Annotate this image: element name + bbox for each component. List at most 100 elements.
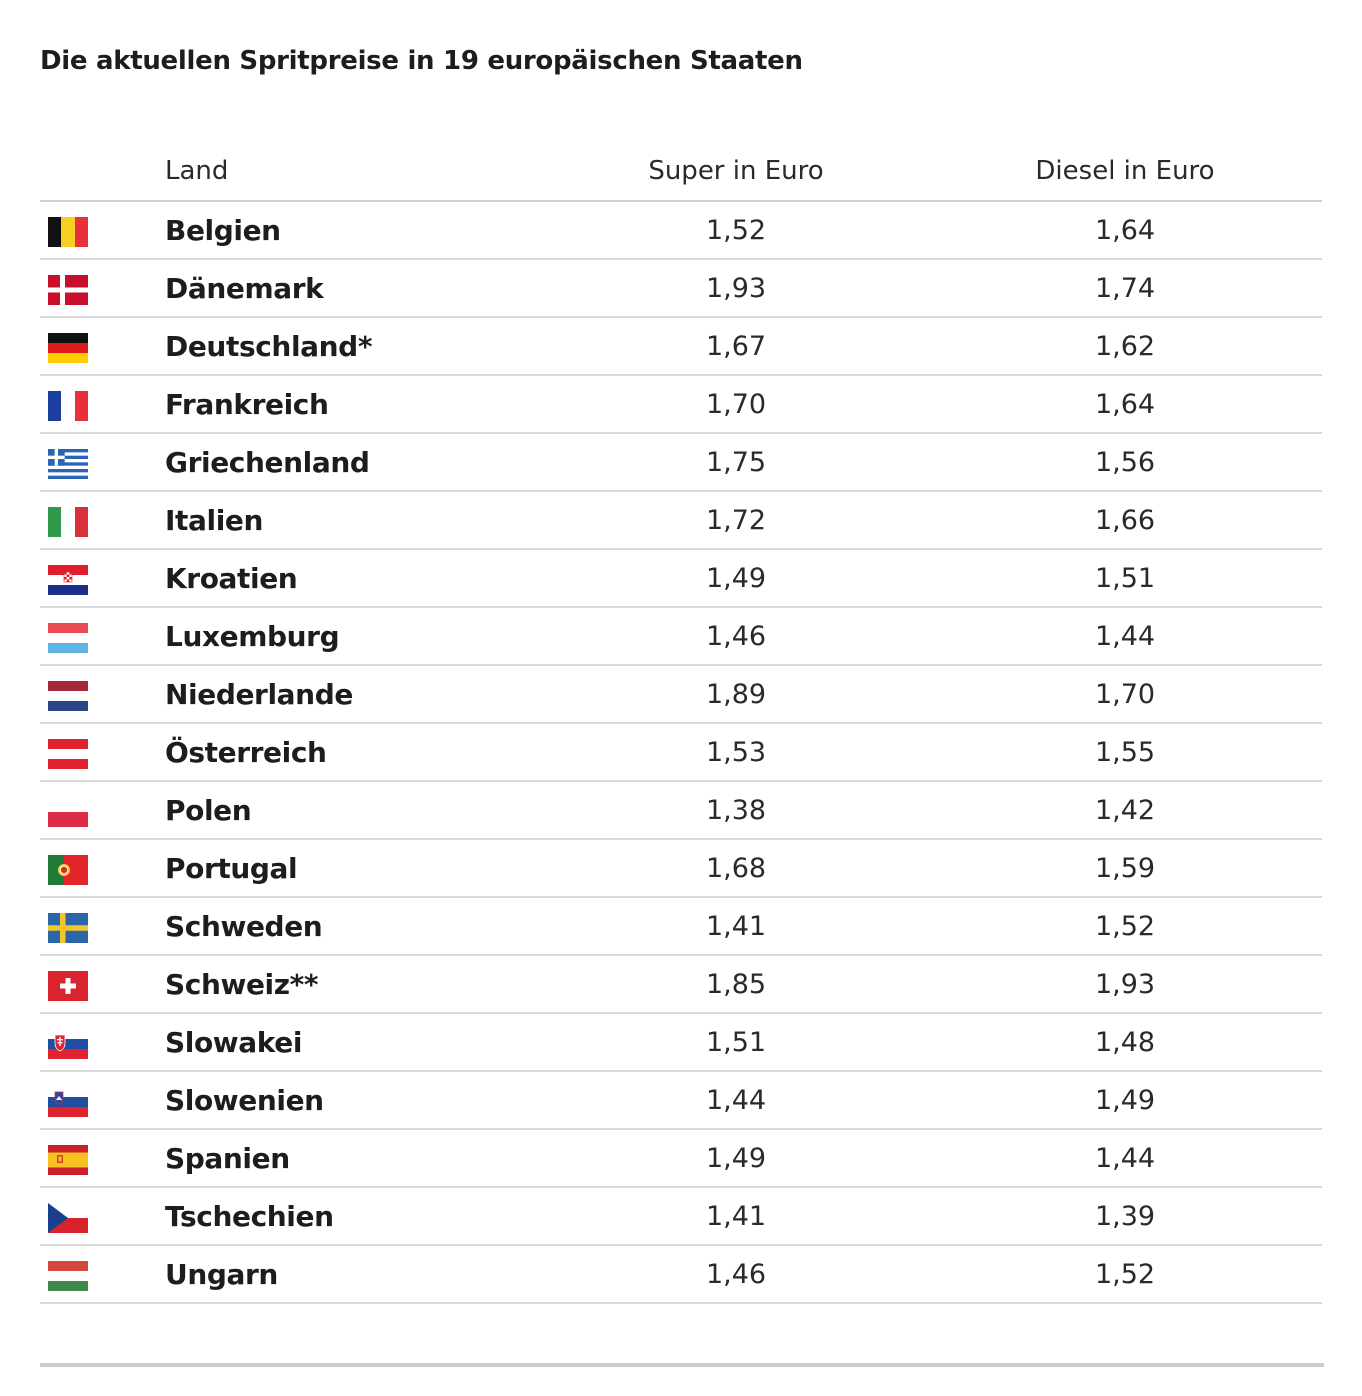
diesel-price: 1,64 xyxy=(1094,389,1156,420)
croatia-flag-icon xyxy=(48,565,88,595)
table-row: Slowenien 1,44 1,49 xyxy=(40,1072,1322,1130)
super-price: 1,44 xyxy=(705,1085,767,1116)
super-price: 1,68 xyxy=(705,853,767,884)
super-price: 1,38 xyxy=(705,795,767,826)
super-price: 1,41 xyxy=(705,1201,767,1232)
table-row: Portugal 1,68 1,59 xyxy=(40,840,1322,898)
table-row: Ungarn 1,46 1,52 xyxy=(40,1246,1322,1304)
country-name: Slowakei xyxy=(165,1026,303,1059)
country-name: Ungarn xyxy=(165,1258,278,1291)
super-price: 1,41 xyxy=(705,911,767,942)
column-header-diesel: Diesel in Euro xyxy=(1035,156,1215,186)
country-name: Kroatien xyxy=(165,562,298,595)
diesel-price: 1,56 xyxy=(1094,447,1156,478)
table-row: Schweiz** 1,85 1,93 xyxy=(40,956,1322,1014)
table-header: Land Super in Euro Diesel in Euro xyxy=(40,142,1322,202)
diesel-price: 1,62 xyxy=(1094,331,1156,362)
poland-flag-icon xyxy=(48,797,88,827)
country-name: Italien xyxy=(165,504,264,537)
portugal-flag-icon xyxy=(48,855,88,885)
diesel-price: 1,44 xyxy=(1094,621,1156,652)
table-row: Frankreich 1,70 1,64 xyxy=(40,376,1322,434)
hungary-flag-icon xyxy=(48,1261,88,1291)
diesel-price: 1,64 xyxy=(1094,215,1156,246)
luxembourg-flag-icon xyxy=(48,623,88,653)
table-row: Tschechien 1,41 1,39 xyxy=(40,1188,1322,1246)
super-price: 1,49 xyxy=(705,1143,767,1174)
slovenia-flag-icon xyxy=(48,1087,88,1117)
table-row: Schweden 1,41 1,52 xyxy=(40,898,1322,956)
country-name: Portugal xyxy=(165,852,298,885)
diesel-price: 1,44 xyxy=(1094,1143,1156,1174)
country-name: Griechenland xyxy=(165,446,370,479)
super-price: 1,70 xyxy=(705,389,767,420)
table-row: Kroatien 1,49 1,51 xyxy=(40,550,1322,608)
greece-flag-icon xyxy=(48,449,88,479)
table-row: Dänemark 1,93 1,74 xyxy=(40,260,1322,318)
super-price: 1,46 xyxy=(705,621,767,652)
column-header-land: Land xyxy=(165,156,229,186)
diesel-price: 1,52 xyxy=(1094,1259,1156,1290)
diesel-price: 1,39 xyxy=(1094,1201,1156,1232)
super-price: 1,49 xyxy=(705,563,767,594)
table-row: Luxemburg 1,46 1,44 xyxy=(40,608,1322,666)
germany-flag-icon xyxy=(48,333,88,363)
table-row: Deutschland* 1,67 1,62 xyxy=(40,318,1322,376)
super-price: 1,75 xyxy=(705,447,767,478)
belgium-flag-icon xyxy=(48,217,88,247)
table-row: Polen 1,38 1,42 xyxy=(40,782,1322,840)
page-title: Die aktuellen Spritpreise in 19 europäis… xyxy=(40,46,803,76)
diesel-price: 1,74 xyxy=(1094,273,1156,304)
table-row: Spanien 1,49 1,44 xyxy=(40,1130,1322,1188)
super-price: 1,67 xyxy=(705,331,767,362)
table-row: Slowakei 1,51 1,48 xyxy=(40,1014,1322,1072)
netherlands-flag-icon xyxy=(48,681,88,711)
super-price: 1,93 xyxy=(705,273,767,304)
super-price: 1,53 xyxy=(705,737,767,768)
table-row: Niederlande 1,89 1,70 xyxy=(40,666,1322,724)
table-row: Österreich 1,53 1,55 xyxy=(40,724,1322,782)
super-price: 1,46 xyxy=(705,1259,767,1290)
czechia-flag-icon xyxy=(48,1203,88,1233)
country-name: Österreich xyxy=(165,736,327,769)
diesel-price: 1,52 xyxy=(1094,911,1156,942)
super-price: 1,89 xyxy=(705,679,767,710)
country-name: Polen xyxy=(165,794,252,827)
table-row: Belgien 1,52 1,64 xyxy=(40,202,1322,260)
table-row: Griechenland 1,75 1,56 xyxy=(40,434,1322,492)
diesel-price: 1,66 xyxy=(1094,505,1156,536)
italy-flag-icon xyxy=(48,507,88,537)
slovakia-flag-icon xyxy=(48,1029,88,1059)
country-name: Deutschland* xyxy=(165,330,373,363)
country-name: Slowenien xyxy=(165,1084,324,1117)
diesel-price: 1,93 xyxy=(1094,969,1156,1000)
column-header-super: Super in Euro xyxy=(648,156,824,186)
country-name: Schweiz** xyxy=(165,968,319,1001)
country-name: Spanien xyxy=(165,1142,290,1175)
austria-flag-icon xyxy=(48,739,88,769)
switzerland-flag-icon xyxy=(48,971,88,1001)
diesel-price: 1,59 xyxy=(1094,853,1156,884)
country-name: Tschechien xyxy=(165,1200,334,1233)
diesel-price: 1,70 xyxy=(1094,679,1156,710)
fuel-price-table: Land Super in Euro Diesel in Euro Belgie… xyxy=(40,142,1322,1304)
table-row: Italien 1,72 1,66 xyxy=(40,492,1322,550)
super-price: 1,72 xyxy=(705,505,767,536)
sweden-flag-icon xyxy=(48,913,88,943)
super-price: 1,51 xyxy=(705,1027,767,1058)
super-price: 1,52 xyxy=(705,215,767,246)
country-name: Frankreich xyxy=(165,388,329,421)
country-name: Niederlande xyxy=(165,678,353,711)
diesel-price: 1,51 xyxy=(1094,563,1156,594)
country-name: Luxemburg xyxy=(165,620,340,653)
diesel-price: 1,42 xyxy=(1094,795,1156,826)
super-price: 1,85 xyxy=(705,969,767,1000)
diesel-price: 1,48 xyxy=(1094,1027,1156,1058)
france-flag-icon xyxy=(48,391,88,421)
country-name: Schweden xyxy=(165,910,323,943)
footer-divider xyxy=(40,1363,1324,1367)
country-name: Belgien xyxy=(165,214,281,247)
country-name: Dänemark xyxy=(165,272,324,305)
spain-flag-icon xyxy=(48,1145,88,1175)
denmark-flag-icon xyxy=(48,275,88,305)
